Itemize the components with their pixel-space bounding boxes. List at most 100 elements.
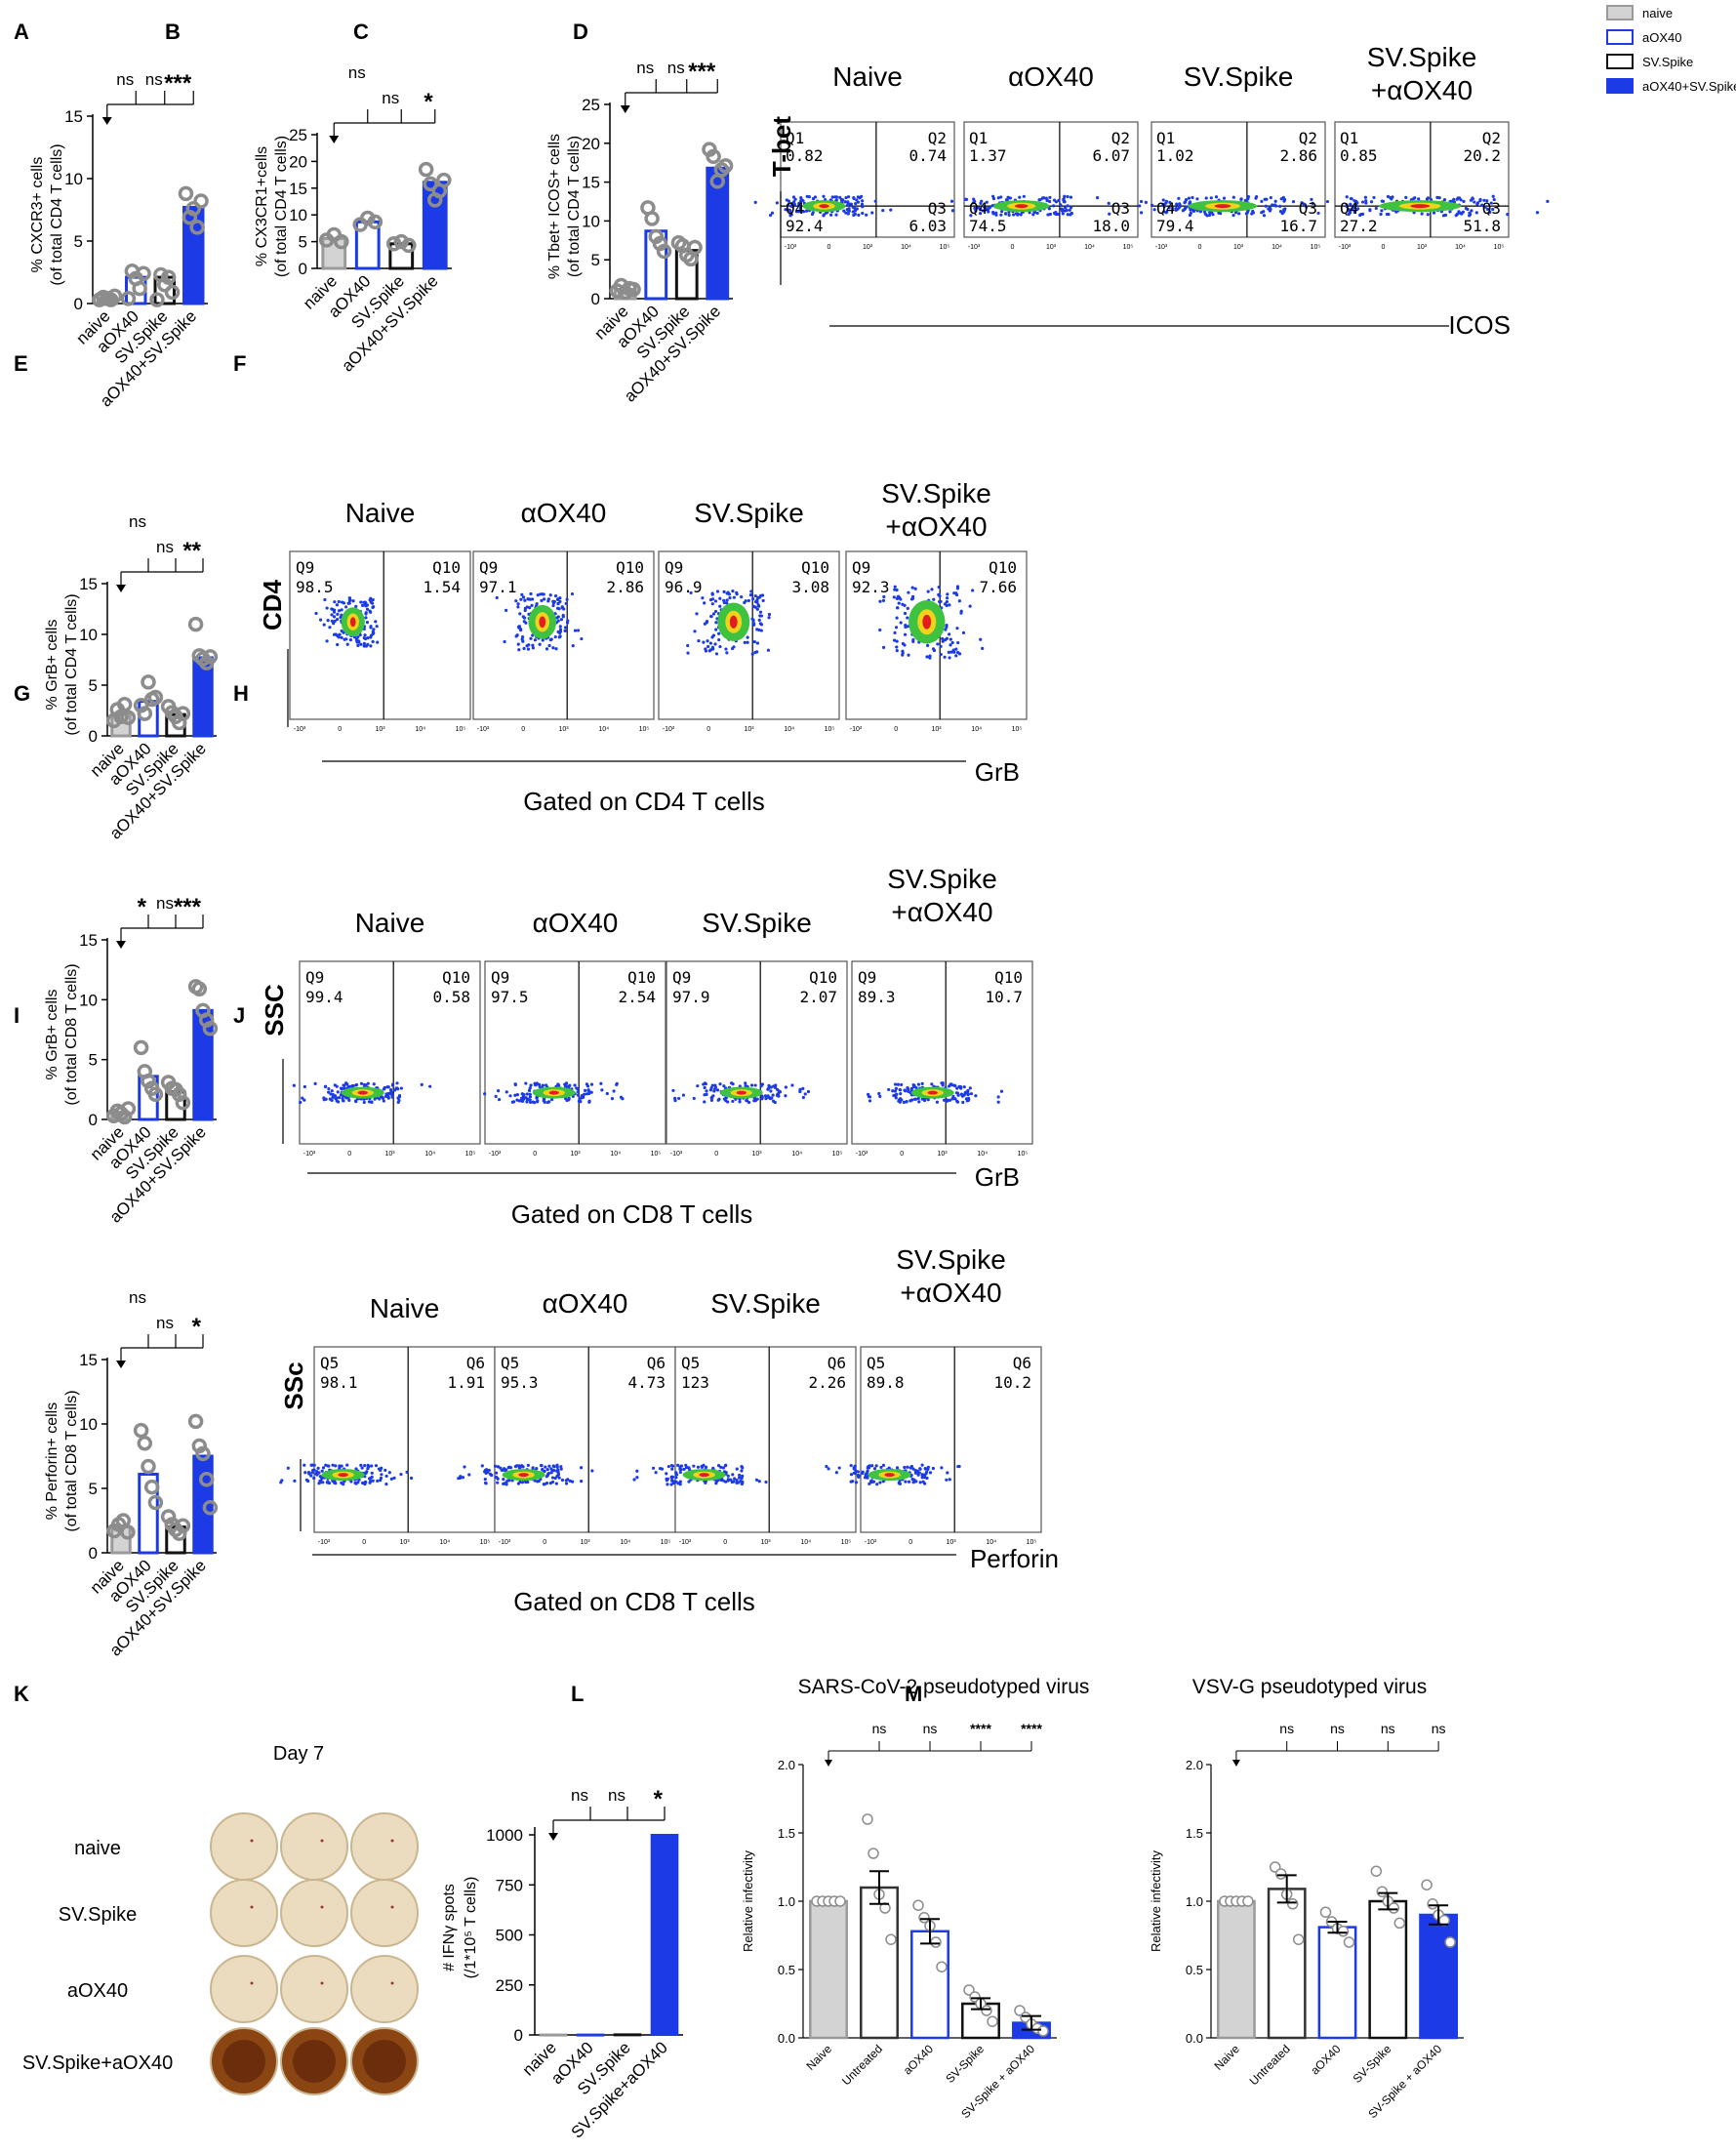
sig-arrow-G (116, 941, 126, 949)
flow-event (722, 589, 726, 593)
sig-label-A-1: ns (116, 70, 134, 89)
flow-event (738, 1100, 742, 1104)
flow-event (1059, 203, 1063, 207)
flow-event (554, 1482, 558, 1485)
flow-event (1273, 204, 1278, 208)
q-label-D-1-3: Q3 (1111, 199, 1130, 218)
chart-i: 051015naiveaOX40SV.SpikeaOX40+SV.Spike% … (44, 1351, 219, 1660)
flow-event (724, 1480, 728, 1483)
flow-event (961, 630, 966, 635)
flow-event (354, 637, 359, 641)
q-label-D-0-3: Q3 (928, 199, 947, 218)
point-C-3-1 (706, 148, 721, 165)
y-tick-label-M-1: 1.0 (1186, 1894, 1203, 1909)
flow-event (966, 1092, 970, 1096)
flow-event (673, 1096, 677, 1100)
q-value-D-3-2: 20.2 (1463, 146, 1501, 165)
flow-event (964, 1097, 969, 1101)
flow-event (670, 1475, 675, 1480)
flow-event (903, 1465, 907, 1470)
flow-event (969, 214, 973, 218)
x-label-M-2: aOX40 (1308, 2042, 1344, 2078)
point-L-0-4 (834, 1895, 846, 1907)
flow-tick: 10³ (744, 726, 754, 733)
flow-event (713, 609, 718, 614)
flow-event (519, 597, 523, 601)
panel-letter-a: A (14, 20, 29, 44)
flow-event (1066, 194, 1070, 199)
flow-event (332, 608, 337, 612)
flow-event (651, 1466, 656, 1470)
flow-event (784, 1094, 787, 1098)
flow-event (805, 194, 809, 198)
flow-event (338, 1464, 342, 1468)
flow-event (1470, 209, 1474, 213)
flow-event (904, 624, 908, 628)
flow-event (336, 612, 340, 617)
flow-event (344, 637, 348, 641)
flow-event (368, 1481, 372, 1484)
flow-event (331, 1463, 335, 1467)
flow-event (695, 612, 699, 616)
flow-event (389, 1477, 393, 1482)
y-axis-title-C-line2: (of total CD4 T cells) (566, 136, 583, 277)
flow-event (526, 647, 531, 651)
flow-event (770, 1096, 774, 1100)
flow-event (459, 1475, 463, 1479)
flow-event (711, 1466, 715, 1470)
point-B-2-1 (393, 233, 409, 250)
flow-event (946, 1471, 949, 1475)
flow-event (525, 1092, 529, 1096)
flow-event (556, 601, 560, 605)
point-C-0-4 (626, 281, 641, 298)
flow-event (726, 1478, 730, 1482)
flow-event (1204, 196, 1208, 200)
flow-event (666, 1483, 669, 1486)
flow-event (333, 1083, 337, 1087)
flow-tick: -10³ (865, 1539, 877, 1546)
flow-event (893, 585, 897, 589)
flow-event (610, 1097, 614, 1101)
q-value-F-1-right: 2.86 (606, 578, 644, 596)
flow-event (1369, 200, 1374, 204)
flow-event (359, 1081, 364, 1085)
flow-tick: 10⁵ (1012, 726, 1023, 733)
flow-event (764, 1097, 768, 1101)
flow-event (735, 1467, 739, 1471)
flow-event (962, 1085, 966, 1089)
flow-event (715, 589, 720, 593)
density-peak-D-0 (819, 204, 829, 209)
flow-event (327, 1464, 331, 1468)
flow-event (849, 1463, 853, 1468)
legend-label-combo: aOX40+SV.Spike (1642, 79, 1736, 94)
point-M-2-0 (1319, 1906, 1332, 1918)
q-label-D-3-4: Q4 (1340, 199, 1358, 218)
flow-event (1348, 210, 1352, 215)
flow-title-F-1: αOX40 (521, 498, 607, 528)
flow-event (788, 209, 792, 213)
flow-event (986, 208, 990, 212)
flow-event (521, 595, 526, 599)
flow-event (528, 1092, 532, 1096)
flow-event (949, 199, 954, 203)
flow-event (579, 1100, 583, 1104)
flow-event (396, 1096, 400, 1100)
flow-event (745, 1098, 748, 1103)
flow-event (790, 1083, 794, 1087)
flow-event (1475, 201, 1480, 205)
flow-event (909, 1464, 914, 1469)
flow-event (947, 1084, 951, 1088)
flow-event (928, 654, 932, 658)
flow-event (891, 1089, 895, 1093)
flow-event (346, 1084, 350, 1089)
flow-event (585, 1082, 588, 1086)
flow-event (740, 595, 744, 599)
flow-event (789, 201, 793, 206)
flow-event (483, 1092, 487, 1096)
flow-event (529, 636, 533, 640)
flow-event (542, 592, 545, 596)
flow-event (1364, 199, 1368, 203)
flow-event (314, 611, 318, 616)
flow-event (584, 1088, 587, 1093)
flow-event (635, 1476, 639, 1480)
